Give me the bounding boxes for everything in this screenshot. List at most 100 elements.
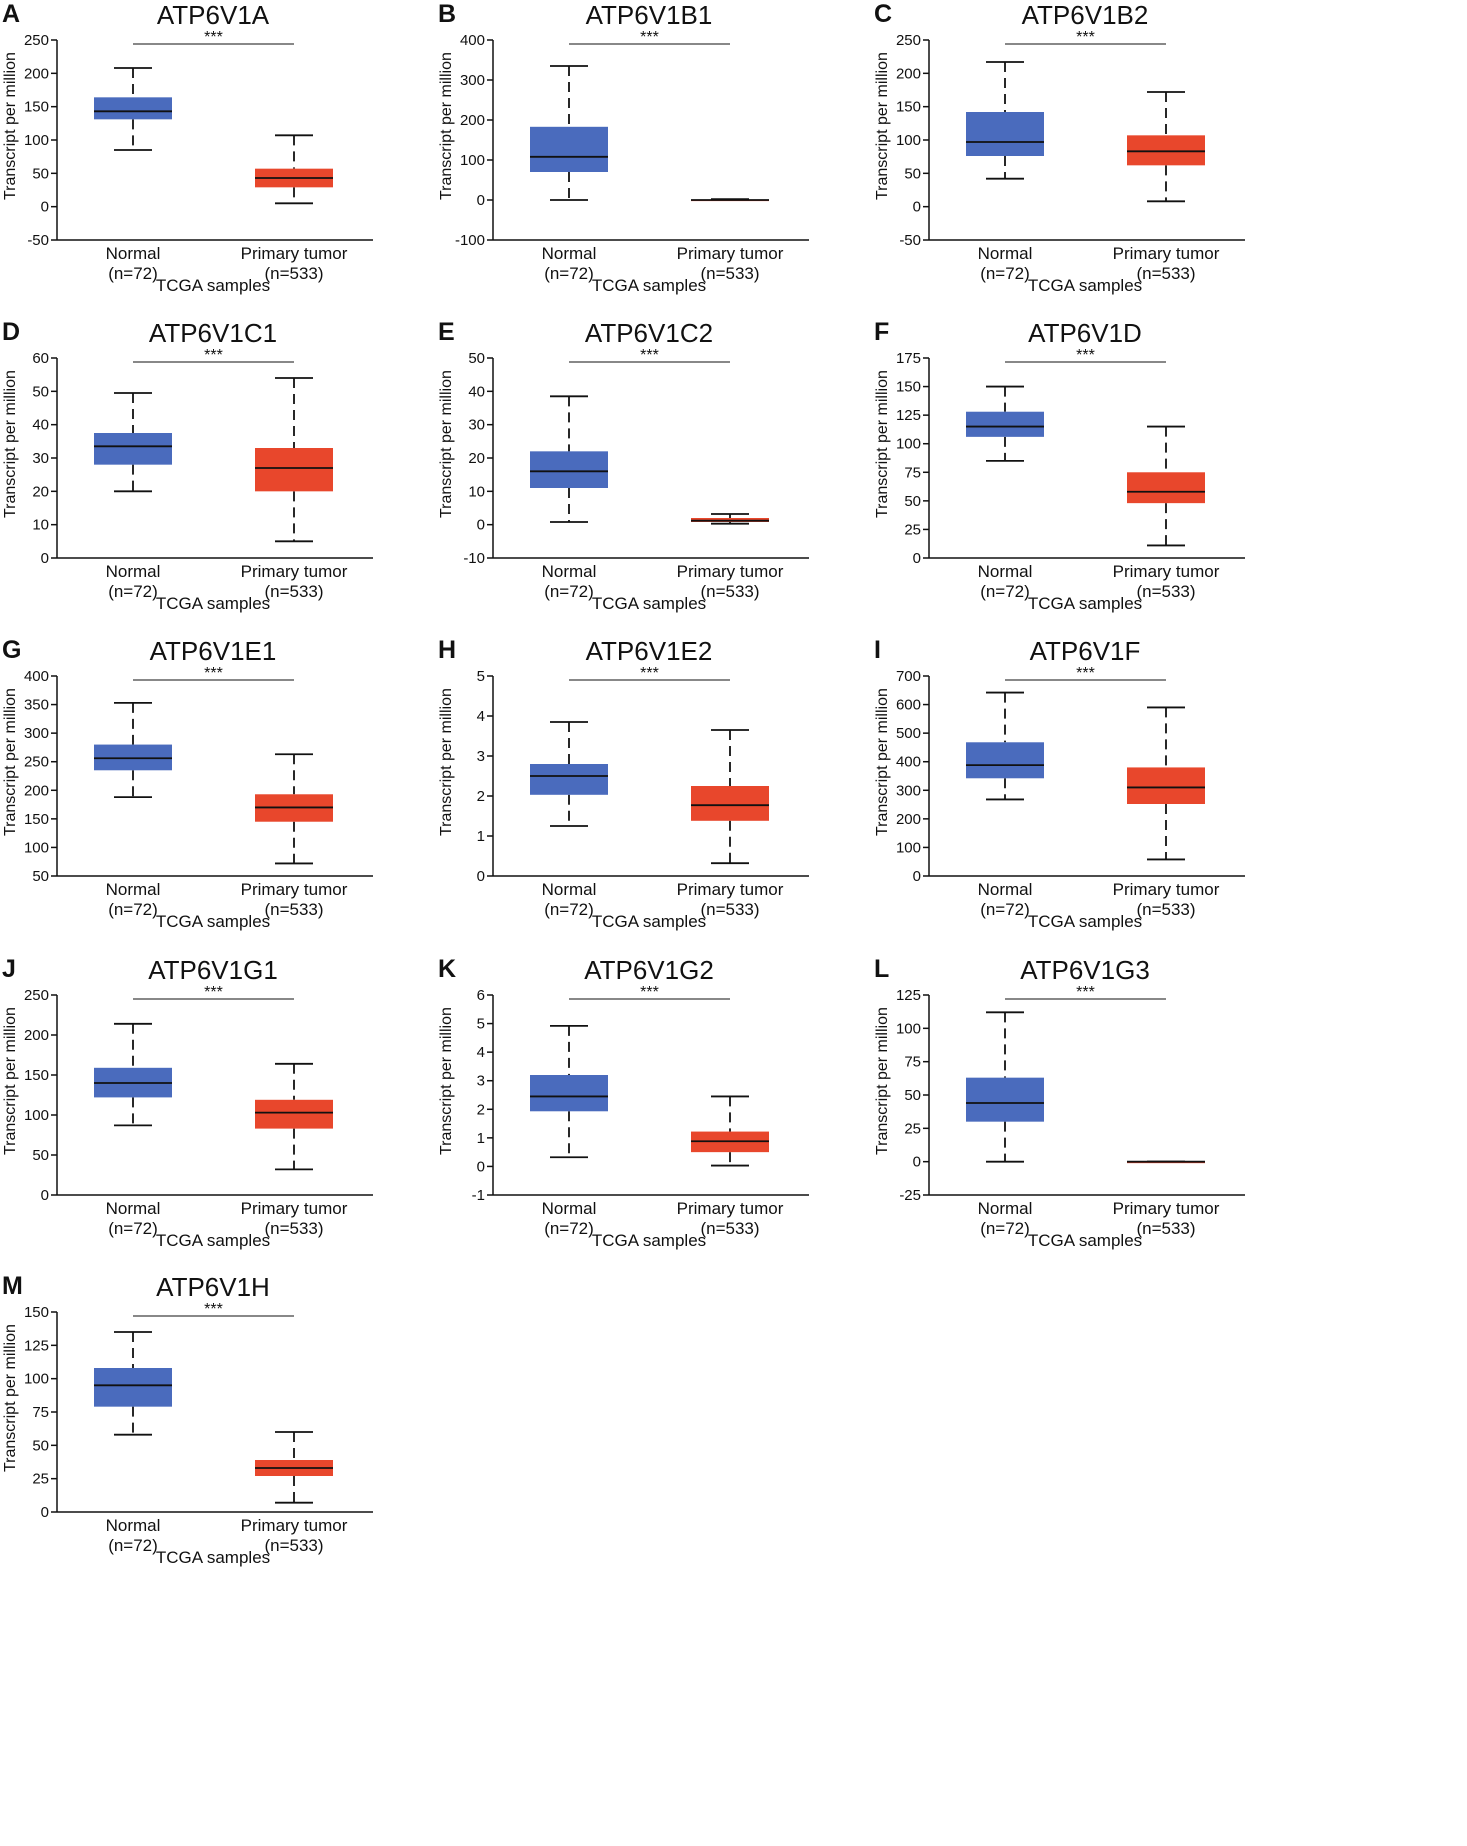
- chart-title: ATP6V1C1: [148, 318, 278, 348]
- y-tick-label: 150: [24, 1067, 49, 1084]
- category-name: Primary tumor: [1112, 1199, 1220, 1218]
- y-tick-label: 150: [24, 811, 49, 828]
- y-tick-label: 0: [41, 1504, 49, 1521]
- y-tick-label: 0: [41, 1187, 49, 1204]
- box-normal: [94, 392, 172, 493]
- category-count: (n=533): [264, 264, 324, 283]
- category-count: (n=533): [264, 582, 324, 601]
- box-iqr: [966, 112, 1044, 156]
- chart-svg: 0 100 200 300 400 500 600 700 ***: [896, 665, 1245, 885]
- category-label-normal: Normal (n=72): [925, 244, 1085, 284]
- panel-letter: B: [438, 0, 457, 28]
- box-primary-tumor: [255, 1431, 333, 1504]
- chart-svg: -50 0 50 100 150 200 250 ***: [24, 29, 373, 249]
- chart-title: ATP6V1G2: [584, 955, 714, 985]
- panel-j: J ATP6V1G1 Transcript per million 0 50 100 150…: [0, 955, 489, 1327]
- chart-title: ATP6V1F: [1029, 636, 1141, 666]
- x-axis-label: TCGA samples: [155, 594, 271, 613]
- y-tick-label: 4: [477, 1044, 485, 1061]
- y-tick-label: 5: [477, 1016, 485, 1033]
- y-tick-label: 300: [460, 72, 485, 89]
- x-axis-label: TCGA samples: [591, 276, 707, 295]
- box-iqr: [1127, 135, 1205, 166]
- panel-letter: I: [874, 636, 881, 664]
- panel-c: C ATP6V1B2 Transcript per million -50 0 50 100…: [872, 0, 1361, 372]
- category-name: Primary tumor: [676, 880, 784, 899]
- x-axis-label: TCGA samples: [155, 912, 271, 931]
- chart-svg: 0 50 100 150 200 250 ***: [24, 984, 373, 1204]
- panel-k: K ATP6V1G2 Transcript per million -1 0 1 2 3 4 5 6…: [436, 955, 925, 1327]
- x-axis-label: TCGA samples: [1027, 1231, 1143, 1250]
- category-name: Normal: [105, 244, 161, 263]
- x-axis-label: TCGA samples: [591, 912, 707, 931]
- y-tick-label: 200: [24, 65, 49, 82]
- y-tick-label: 4: [477, 708, 485, 725]
- y-tick-label: 40: [468, 383, 485, 400]
- significance-label: ***: [1076, 347, 1095, 364]
- y-tick-label: 100: [24, 1107, 49, 1124]
- chart-title: ATP6V1B2: [1021, 0, 1149, 30]
- category-label-primary-tumor: Primary tumor (n=533): [650, 880, 810, 920]
- category-count: (n=533): [700, 1219, 760, 1238]
- box-normal: [530, 721, 608, 827]
- y-tick-label: 300: [24, 725, 49, 742]
- category-label-primary-tumor: Primary tumor (n=533): [1086, 1199, 1246, 1239]
- box-iqr: [691, 786, 769, 821]
- box-normal: [530, 65, 608, 201]
- box-iqr: [94, 97, 172, 120]
- significance-label: ***: [640, 347, 659, 364]
- category-name: Primary tumor: [676, 244, 784, 263]
- category-name: Primary tumor: [1112, 880, 1220, 899]
- category-label-normal: Normal (n=72): [53, 562, 213, 602]
- panel-i: I ATP6V1F Transcript per million 0 100 200 300…: [872, 636, 1361, 1008]
- box-iqr: [530, 1075, 608, 1112]
- category-label-primary-tumor: Primary tumor (n=533): [650, 1199, 810, 1239]
- category-label-normal: Normal (n=72): [925, 880, 1085, 920]
- chart-title: ATP6V1G1: [148, 955, 278, 985]
- category-count: (n=533): [1136, 582, 1196, 601]
- x-axis-label: TCGA samples: [155, 276, 271, 295]
- category-label-primary-tumor: Primary tumor (n=533): [1086, 244, 1246, 284]
- category-label-primary-tumor: Primary tumor (n=533): [650, 244, 810, 284]
- y-tick-label: 25: [904, 1120, 921, 1137]
- significance-label: ***: [204, 1301, 223, 1318]
- category-count: (n=72): [980, 900, 1030, 919]
- category-name: Primary tumor: [240, 562, 348, 581]
- y-tick-label: 350: [24, 697, 49, 714]
- y-tick-label: 100: [896, 436, 921, 453]
- category-label-normal: Normal (n=72): [925, 562, 1085, 602]
- chart-svg: -25 0 25 50 75 100 125 ***: [896, 984, 1245, 1204]
- chart-svg: 50 100 150 200 250 300 350 400 ***: [24, 665, 373, 885]
- box-primary-tumor: [1127, 1160, 1205, 1164]
- category-name: Normal: [541, 880, 597, 899]
- category-label-primary-tumor: Primary tumor (n=533): [1086, 562, 1246, 602]
- box-normal: [530, 395, 608, 523]
- y-tick-label: 10: [468, 483, 485, 500]
- chart-title: ATP6V1E2: [585, 636, 713, 666]
- chart-title: ATP6V1C2: [584, 318, 714, 348]
- panel-letter: K: [438, 955, 457, 983]
- box-primary-tumor: [255, 377, 333, 543]
- category-label-normal: Normal (n=72): [53, 880, 213, 920]
- box-primary-tumor: [255, 753, 333, 865]
- category-label-primary-tumor: Primary tumor (n=533): [650, 562, 810, 602]
- y-tick-label: 100: [24, 132, 49, 149]
- y-tick-label: 200: [24, 1027, 49, 1044]
- panel-letter: M: [2, 1272, 23, 1300]
- category-label-normal: Normal (n=72): [489, 562, 649, 602]
- box-primary-tumor: [691, 1095, 769, 1167]
- y-tick-label: 50: [32, 1437, 49, 1454]
- y-tick-label: 700: [896, 668, 921, 685]
- y-tick-label: -100: [455, 232, 485, 249]
- box-iqr: [255, 1099, 333, 1129]
- y-tick-label: 100: [896, 132, 921, 149]
- y-tick-label: 40: [32, 417, 49, 434]
- panel-h: H ATP6V1E2 Transcript per million 0 1 2 3 4 5 ***…: [436, 636, 925, 1008]
- chart-svg: -10 0 10 20 30 40 50 ***: [463, 347, 809, 567]
- category-name: Primary tumor: [240, 1199, 348, 1218]
- panel-m: M ATP6V1H Transcript per million 0 25 50 75 100…: [0, 1272, 489, 1644]
- x-axis-label: TCGA samples: [155, 1548, 271, 1567]
- category-name: Primary tumor: [240, 880, 348, 899]
- y-tick-label: 50: [904, 165, 921, 182]
- y-tick-label: 175: [896, 350, 921, 367]
